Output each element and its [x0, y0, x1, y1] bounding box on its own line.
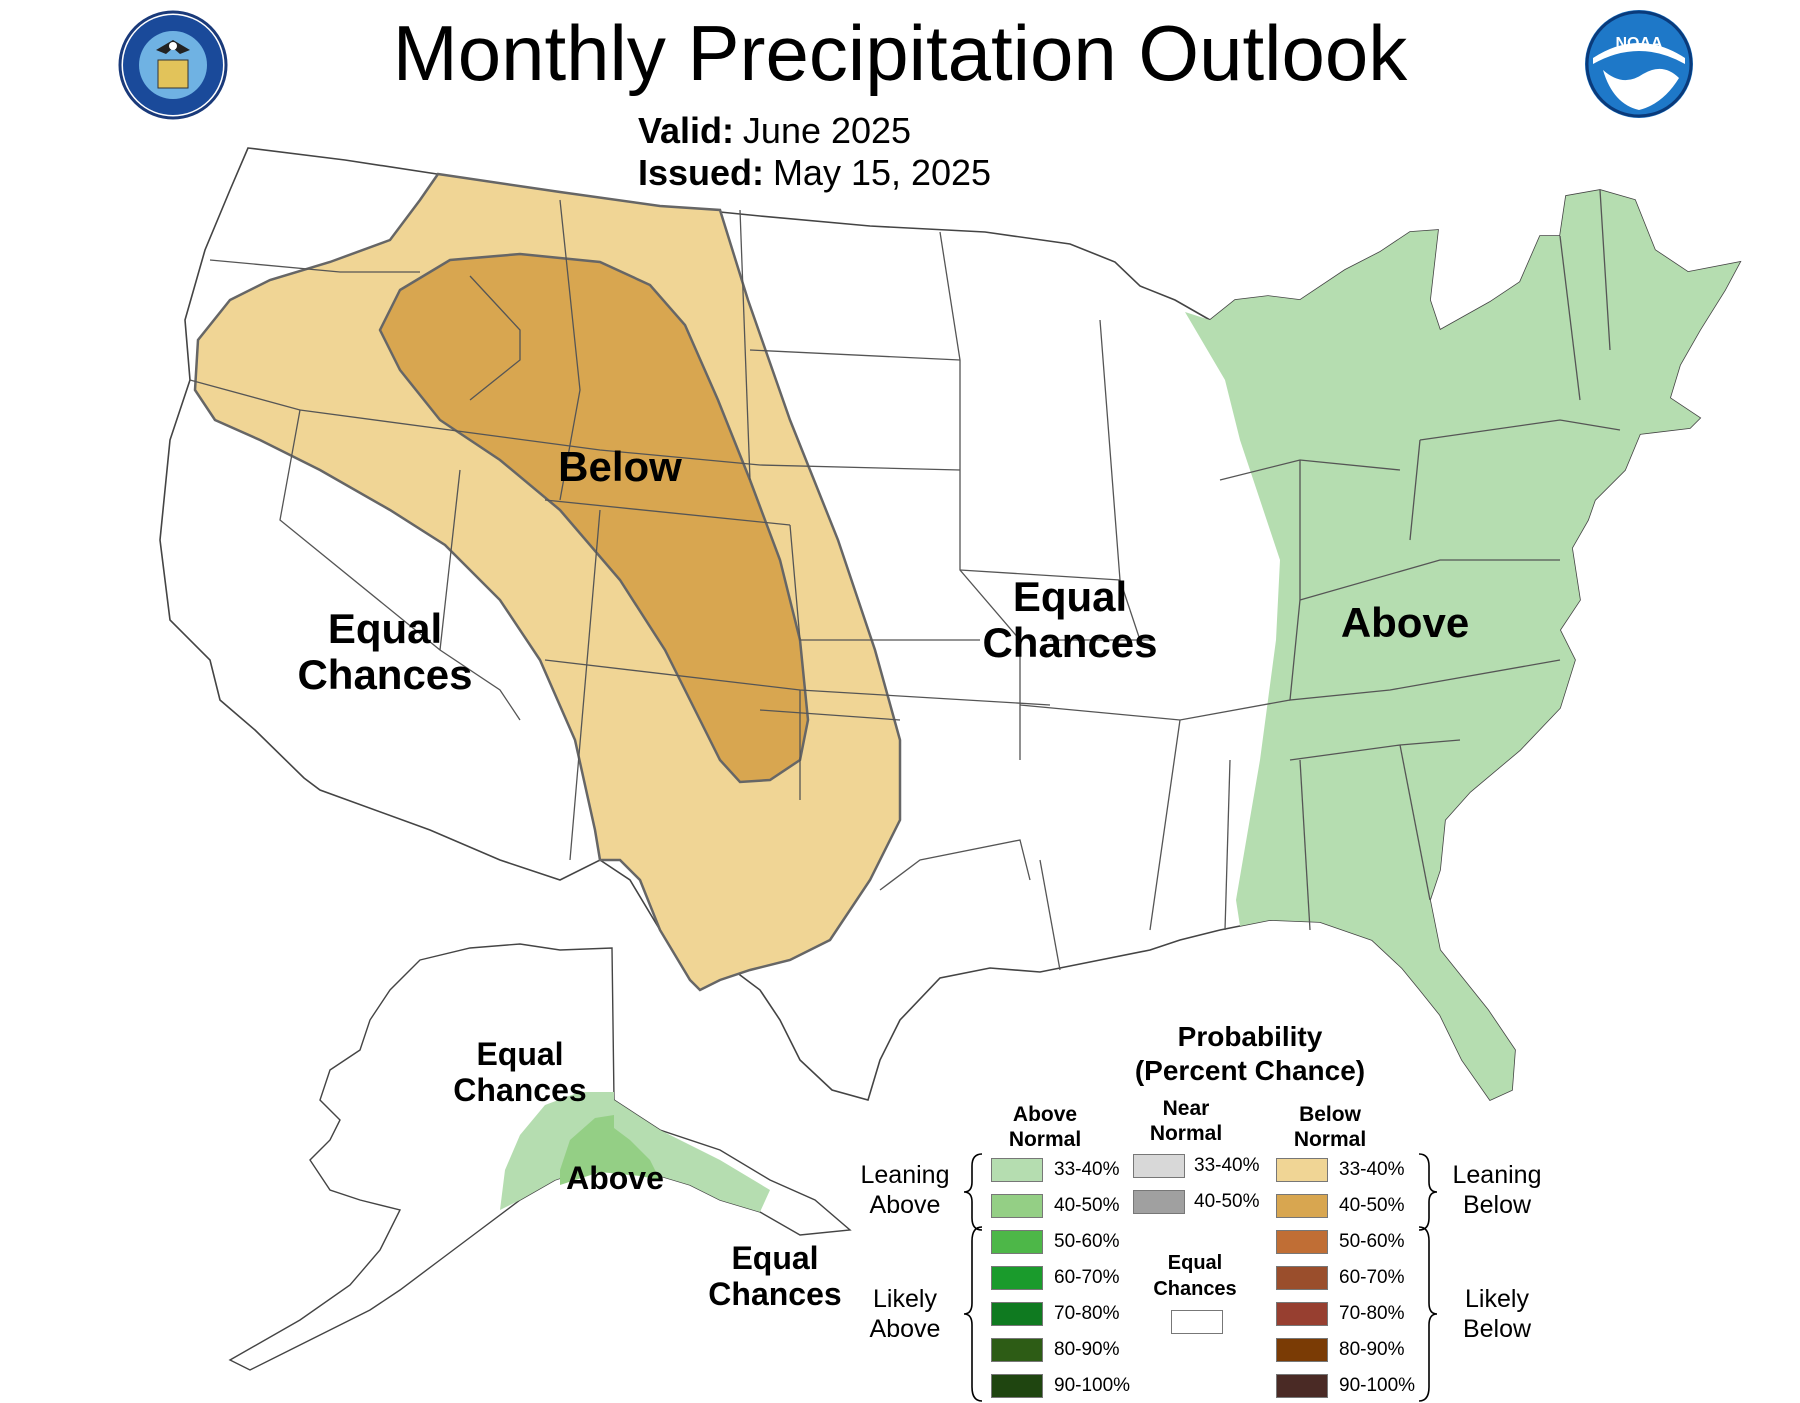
legend-below-label: 80-90%: [1339, 1339, 1405, 1360]
legend-above-label: 33-40%: [1054, 1159, 1120, 1180]
label-ec-west-line2: Chances: [297, 651, 473, 698]
legend-below-swatch: [1276, 1194, 1328, 1218]
above-33-40-region-east: [1185, 190, 1740, 1100]
issued-label: Issued:: [638, 152, 765, 193]
legend-above-label: 70-80%: [1054, 1303, 1120, 1324]
label-ak-ec-north-line2: Chances: [453, 1072, 587, 1108]
label-ec-central-line1: Equal: [1012, 573, 1128, 620]
legend-below-swatch: [1276, 1374, 1328, 1398]
legend-above-swatch: [991, 1338, 1043, 1362]
state-boundaries: [189, 189, 1621, 971]
right-brace-likely-icon: [1418, 1226, 1438, 1402]
legend-below-label: 50-60%: [1339, 1231, 1405, 1252]
legend-below-swatch: [1276, 1230, 1328, 1254]
legend-col-near-line1: Near: [1162, 1097, 1210, 1120]
issued-value: May 15, 2025: [772, 152, 992, 193]
legend-below-label: 40-50%: [1339, 1195, 1405, 1216]
legend-leaning-above-line2: Above: [869, 1191, 941, 1219]
label-ak-above: Above: [566, 1160, 664, 1196]
legend-above-swatch: [991, 1194, 1043, 1218]
legend-above-label: 40-50%: [1054, 1195, 1120, 1216]
legend-above-swatch: [991, 1302, 1043, 1326]
legend-col-near: Near Normal: [1126, 1096, 1246, 1146]
label-below-west: Below: [558, 443, 682, 490]
legend: Probability (Percent Chance) Above Norma…: [850, 1020, 1650, 1402]
legend-equal-chances-swatch: [1171, 1310, 1223, 1334]
legend-below-swatch: [1276, 1302, 1328, 1326]
noaa-logo-icon: NOAA: [1585, 10, 1693, 118]
legend-below-label: 60-70%: [1339, 1267, 1405, 1288]
alaska-above-40-50-region: [560, 1115, 660, 1185]
legend-title-line1: Probability: [1177, 1021, 1323, 1052]
legend-equal-chances-line2: Chances: [1153, 1278, 1237, 1300]
label-ak-ec-north: Equal Chances: [420, 1036, 620, 1108]
legend-below-label: 70-80%: [1339, 1303, 1405, 1324]
left-brace-likely-icon: [963, 1226, 983, 1402]
legend-above-label: 80-90%: [1054, 1339, 1120, 1360]
legend-title: Probability (Percent Chance): [1030, 1020, 1470, 1088]
issued-row: Issued: May 15, 2025: [638, 152, 1138, 194]
legend-col-above-line2: Normal: [1008, 1128, 1082, 1151]
legend-above-swatch: [991, 1230, 1043, 1254]
legend-col-below-line1: Below: [1299, 1103, 1361, 1126]
label-ec-west-line1: Equal: [327, 605, 443, 652]
noaa-logo-text: NOAA: [1615, 35, 1663, 52]
legend-col-near-line2: Normal: [1149, 1122, 1223, 1145]
legend-leaning-above: Leaning Above: [850, 1160, 960, 1220]
below-33-40-region-west: [193, 172, 902, 992]
legend-above-label: 50-60%: [1054, 1231, 1120, 1252]
label-ak-ec-south-line1: Equal: [731, 1240, 819, 1276]
left-brace-leaning-icon: [963, 1153, 983, 1231]
legend-above-swatch: [991, 1266, 1043, 1290]
legend-likely-above-line2: Above: [869, 1315, 941, 1343]
legend-col-above-line1: Above: [1012, 1103, 1078, 1126]
legend-col-above: Above Normal: [985, 1102, 1105, 1152]
legend-leaning-below: Leaning Below: [1442, 1160, 1552, 1220]
label-ec-central: Equal Chances: [960, 574, 1180, 666]
valid-label: Valid:: [638, 110, 735, 151]
legend-likely-below: Likely Below: [1442, 1284, 1552, 1344]
legend-above-swatch: [991, 1158, 1043, 1182]
legend-above-label: 90-100%: [1054, 1375, 1131, 1396]
legend-likely-above: Likely Above: [850, 1284, 960, 1344]
legend-leaning-above-line1: Leaning: [860, 1161, 950, 1189]
legend-below-label: 33-40%: [1339, 1159, 1405, 1180]
legend-title-line2: (Percent Chance): [1134, 1055, 1366, 1086]
right-brace-leaning-icon: [1418, 1153, 1438, 1231]
valid-row: Valid: June 2025: [638, 110, 1138, 152]
legend-near-swatch: [1133, 1154, 1185, 1178]
legend-leaning-below-line1: Leaning: [1452, 1161, 1542, 1189]
page-title: Monthly Precipitation Outlook: [392, 9, 1408, 97]
label-ak-ec-south: Equal Chances: [690, 1240, 860, 1312]
legend-likely-below-line2: Below: [1462, 1315, 1532, 1343]
label-ak-ec-north-line1: Equal: [476, 1036, 564, 1072]
legend-near-swatch: [1133, 1190, 1185, 1214]
label-ec-central-line2: Chances: [982, 619, 1158, 666]
valid-value: June 2025: [742, 110, 912, 151]
legend-below-swatch: [1276, 1266, 1328, 1290]
legend-likely-above-line1: Likely: [873, 1285, 937, 1313]
legend-likely-below-line1: Likely: [1465, 1285, 1529, 1313]
label-ec-west: Equal Chances: [270, 606, 500, 698]
legend-col-below-line2: Normal: [1293, 1128, 1367, 1151]
legend-leaning-below-line2: Below: [1462, 1191, 1532, 1219]
legend-below-label: 90-100%: [1339, 1375, 1416, 1396]
legend-above-swatch: [991, 1374, 1043, 1398]
legend-below-swatch: [1276, 1338, 1328, 1362]
label-above-east: Above: [1340, 599, 1470, 646]
legend-equal-chances-line1: Equal: [1167, 1252, 1223, 1274]
legend-above-label: 60-70%: [1054, 1267, 1120, 1288]
legend-near-label: 40-50%: [1194, 1191, 1260, 1212]
legend-below-swatch: [1276, 1158, 1328, 1182]
legend-equal-chances: Equal Chances: [1140, 1250, 1250, 1302]
label-ak-ec-south-line2: Chances: [708, 1276, 842, 1312]
department-of-commerce-seal-icon: [118, 10, 228, 120]
legend-near-label: 33-40%: [1194, 1155, 1260, 1176]
legend-col-below: Below Normal: [1270, 1102, 1390, 1152]
